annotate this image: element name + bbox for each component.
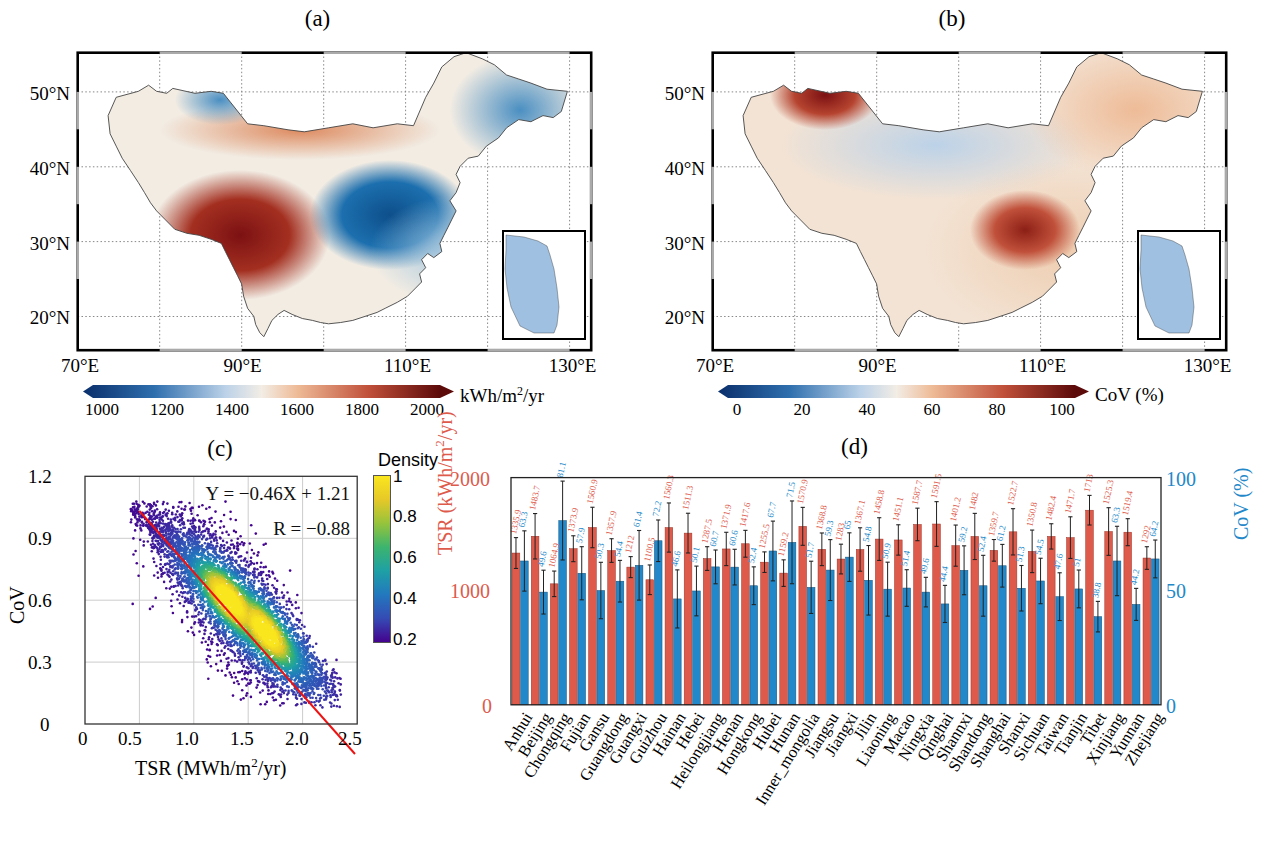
svg-text:R = −0.88: R = −0.88 — [273, 518, 350, 539]
svg-text:81.1: 81.1 — [555, 461, 568, 478]
svg-text:Y = −0.46X + 1.21: Y = −0.46X + 1.21 — [206, 483, 350, 504]
